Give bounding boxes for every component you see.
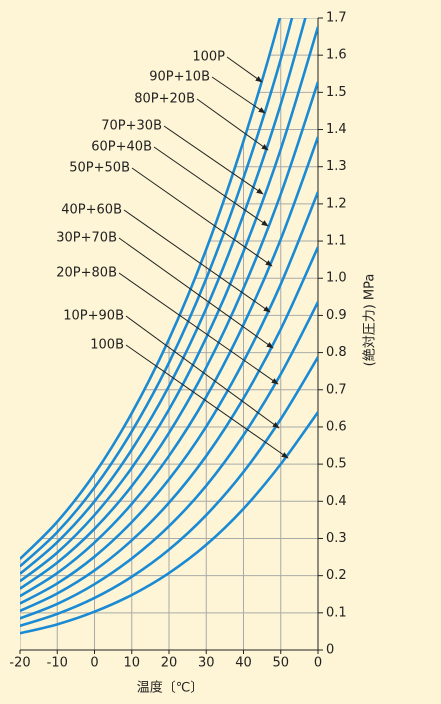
leader-arrow [131, 167, 273, 267]
x-tick-label: 10 [123, 656, 140, 671]
series-line [20, 18, 282, 560]
leader-arrow [153, 146, 269, 227]
y-tick-label: 0 [326, 643, 334, 658]
series-line [20, 81, 318, 590]
lines [20, 18, 318, 635]
series-label: 20P+80B [56, 266, 117, 281]
series-line [20, 18, 307, 575]
y-tick-label: 0.9 [326, 308, 347, 323]
y-tick-label: 1.3 [326, 159, 347, 174]
series-label: 70P+30B [101, 119, 162, 134]
x-tick-label: 50 [272, 656, 289, 671]
series-line [20, 411, 318, 635]
leader-arrow [118, 237, 274, 349]
x-tick-label: 30 [198, 656, 215, 671]
leader-arrow [211, 76, 266, 114]
x-tick-label: 0 [314, 656, 322, 671]
y-tick-label: 1.4 [326, 122, 347, 137]
series-label: 10P+90B [63, 309, 124, 324]
y-tick-label: 0.4 [326, 494, 347, 509]
y-tick-label: 1.6 [326, 48, 347, 63]
leader-arrow [125, 344, 289, 459]
y-tick-label: 0.3 [326, 531, 347, 546]
series-line [20, 26, 318, 583]
series-label: 50P+50B [69, 161, 130, 176]
x-tick-label: 20 [161, 656, 178, 671]
x-tick-label: 40 [235, 656, 252, 671]
x-axis-title: 温度〔℃〕 [137, 680, 204, 696]
series-line [20, 191, 318, 605]
leader-arrow [163, 125, 264, 195]
leader-arrow [196, 98, 269, 151]
y-tick-label: 0.7 [326, 382, 347, 397]
y-tick-label: 0.2 [326, 568, 347, 583]
leader-arrow [125, 315, 280, 429]
series-label: 100P [192, 50, 225, 65]
y-tick-label: 1.0 [326, 271, 347, 286]
y-tick-label: 1.5 [326, 85, 347, 100]
y-tick-label: 0.6 [326, 419, 347, 434]
y-tick-label: 0.5 [326, 457, 347, 472]
leader-arrow [123, 209, 271, 313]
leader-arrow [226, 56, 263, 83]
series-line [20, 136, 318, 598]
y-tick-label: 0.1 [326, 605, 347, 620]
y-tick-label: 0.8 [326, 345, 347, 360]
x-tick-label: 0 [90, 656, 98, 671]
series-label: 80P+20B [134, 92, 195, 107]
series-label: 40P+60B [61, 203, 122, 218]
series-line [20, 18, 294, 568]
y-axis-title: (絶対圧力) MPa [362, 274, 378, 367]
series-label: 90P+10B [149, 70, 210, 85]
series-line [20, 246, 318, 613]
x-tick-label: -20 [9, 656, 30, 671]
series-line [20, 356, 318, 628]
series-label: 100B [90, 338, 124, 353]
series-label: 60P+40B [91, 140, 152, 155]
y-tick-label: 1.2 [326, 196, 347, 211]
y-tick-label: 1.7 [326, 11, 347, 26]
x-tick-label: -10 [47, 656, 68, 671]
leader-arrow [118, 272, 279, 385]
y-tick-label: 1.1 [326, 234, 347, 249]
series-label: 30P+70B [56, 231, 117, 246]
